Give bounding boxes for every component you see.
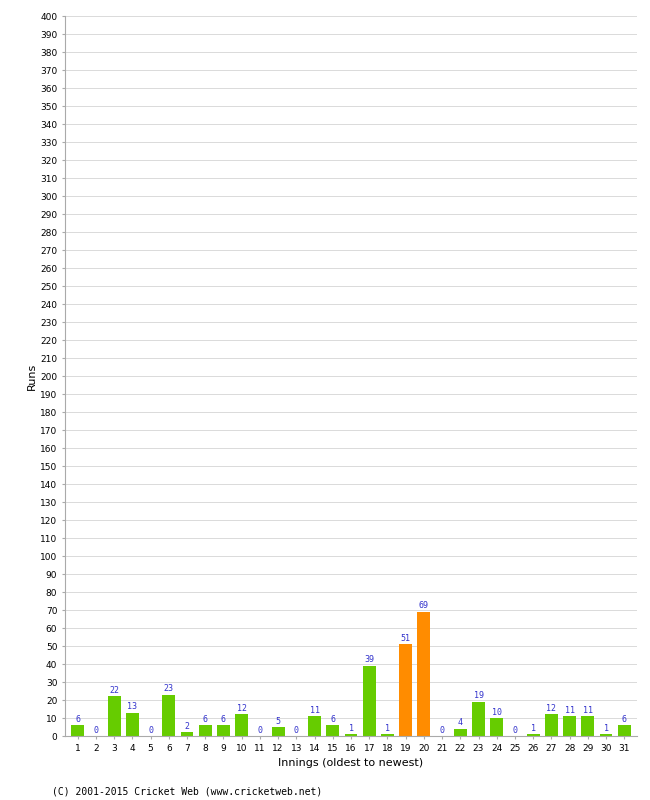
Text: 11: 11 — [309, 706, 320, 714]
Text: 6: 6 — [622, 714, 627, 724]
Text: 0: 0 — [439, 726, 445, 734]
Bar — [199, 726, 212, 736]
Bar — [618, 726, 630, 736]
Text: 0: 0 — [257, 726, 263, 734]
Text: 19: 19 — [473, 691, 484, 700]
Text: 12: 12 — [547, 704, 556, 713]
Text: 1: 1 — [348, 724, 354, 733]
Text: 6: 6 — [330, 714, 335, 724]
Text: 22: 22 — [109, 686, 119, 695]
Bar — [235, 714, 248, 736]
Text: 13: 13 — [127, 702, 137, 711]
Bar — [108, 696, 120, 736]
Bar — [162, 694, 176, 736]
Bar — [399, 644, 412, 736]
Text: (C) 2001-2015 Cricket Web (www.cricketweb.net): (C) 2001-2015 Cricket Web (www.cricketwe… — [52, 786, 322, 796]
Bar — [181, 733, 194, 736]
Text: 5: 5 — [276, 717, 281, 726]
Text: 2: 2 — [185, 722, 190, 731]
Text: 6: 6 — [221, 714, 226, 724]
Bar — [363, 666, 376, 736]
Bar — [417, 612, 430, 736]
Text: 39: 39 — [364, 655, 374, 664]
Text: 6: 6 — [75, 714, 80, 724]
Bar — [72, 726, 84, 736]
Text: 51: 51 — [400, 634, 411, 642]
Text: 11: 11 — [565, 706, 575, 714]
Bar — [545, 714, 558, 736]
Text: 0: 0 — [148, 726, 153, 734]
Text: 23: 23 — [164, 684, 174, 693]
Bar — [490, 718, 503, 736]
Bar — [308, 716, 321, 736]
Bar — [472, 702, 485, 736]
Y-axis label: Runs: Runs — [27, 362, 37, 390]
Text: 0: 0 — [512, 726, 517, 734]
Bar — [381, 734, 394, 736]
Text: 0: 0 — [294, 726, 299, 734]
Bar — [526, 734, 539, 736]
Bar — [344, 734, 358, 736]
Bar — [272, 727, 285, 736]
Bar — [600, 734, 612, 736]
Text: 1: 1 — [530, 724, 536, 733]
Text: 69: 69 — [419, 602, 429, 610]
Text: 12: 12 — [237, 704, 247, 713]
Text: 6: 6 — [203, 714, 208, 724]
Bar — [582, 716, 594, 736]
Text: 10: 10 — [492, 707, 502, 717]
Bar — [563, 716, 576, 736]
Text: 1: 1 — [604, 724, 608, 733]
X-axis label: Innings (oldest to newest): Innings (oldest to newest) — [278, 758, 424, 768]
Text: 0: 0 — [94, 726, 98, 734]
Text: 4: 4 — [458, 718, 463, 727]
Text: 1: 1 — [385, 724, 390, 733]
Text: 11: 11 — [583, 706, 593, 714]
Bar — [326, 726, 339, 736]
Bar — [454, 729, 467, 736]
Bar — [126, 713, 139, 736]
Bar — [217, 726, 230, 736]
